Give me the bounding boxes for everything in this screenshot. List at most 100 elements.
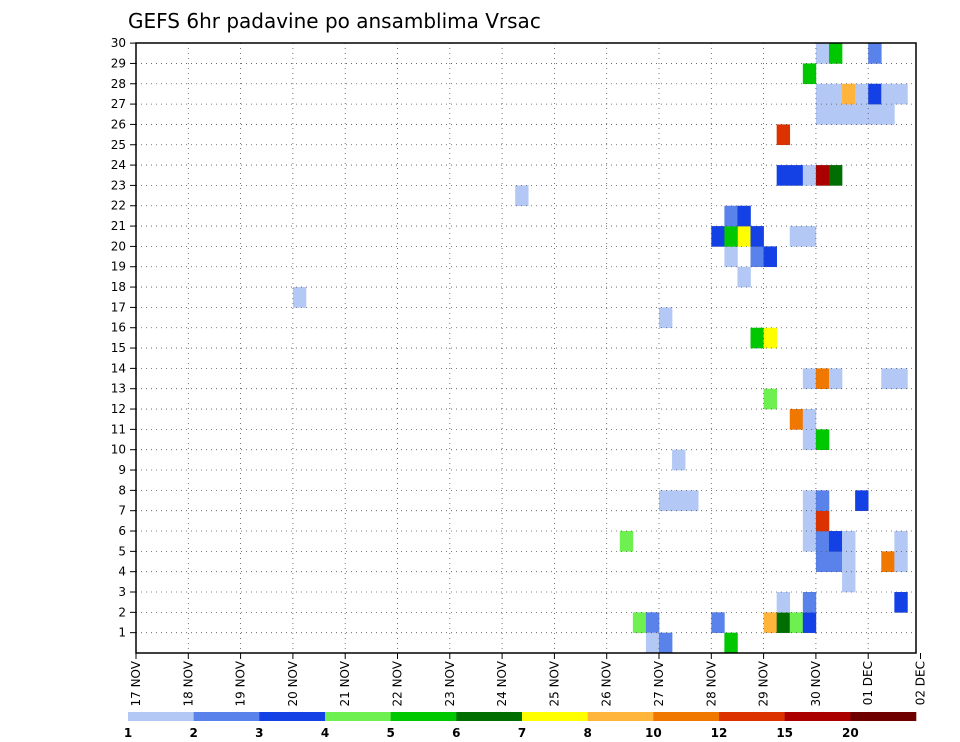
color-legend: 1 2 3 4 5 6 7 8 10 12 15 20: [124, 712, 917, 740]
heatmap-cell: [894, 83, 908, 105]
heatmap-cell: [659, 490, 673, 511]
y-tick-label: 1: [118, 626, 126, 640]
legend-threshold-label: 20: [842, 726, 859, 740]
legend-color-box: [784, 712, 851, 721]
legend-threshold-label: 6: [452, 726, 460, 740]
heatmap-cell: [763, 612, 777, 633]
heatmap-cell: [776, 165, 791, 186]
heatmap-cell: [815, 510, 830, 532]
heatmap-cell: [763, 327, 777, 349]
heatmap-cell: [672, 449, 686, 471]
heatmap-cell: [763, 246, 777, 268]
x-tick-label: 01 DEC: [861, 661, 875, 705]
y-tick-label: 13: [111, 382, 126, 396]
heatmap-cell: [737, 205, 751, 227]
x-axis-ticks: 17 NOV 18 NOV 19 NOV 20 NOV 21 NOV 22 NOV 23 N…: [129, 653, 928, 707]
heatmap-cell: [659, 307, 673, 329]
heatmap-cell: [711, 612, 725, 633]
legend-color-box: [390, 712, 457, 721]
y-tick-label: 23: [111, 178, 126, 192]
heatmap-cell: [711, 226, 725, 247]
heatmap-cell: [724, 205, 738, 227]
x-tick-label: 02 DEC: [914, 661, 928, 705]
heatmap-cell: [828, 531, 843, 552]
heatmap-cell: [842, 571, 856, 593]
heatmap-cell: [789, 612, 804, 633]
heatmap-cell: [802, 409, 817, 430]
legend-threshold-label: 2: [189, 726, 197, 740]
heatmap-cell: [881, 368, 895, 390]
y-tick-label: 28: [111, 77, 126, 91]
y-tick-label: 30: [111, 36, 126, 50]
heatmap-cell: [802, 490, 817, 511]
chart-title: GEFS 6hr padavine po ansamblima Vrsac: [128, 9, 541, 33]
heatmap-cell: [815, 490, 830, 511]
x-tick-label: 25 NOV: [547, 660, 561, 706]
y-tick-label: 2: [118, 605, 126, 619]
legend-threshold-label: 7: [518, 726, 526, 740]
heatmap-cell: [894, 592, 908, 613]
legend-color-box: [850, 712, 917, 721]
heatmap-cell: [776, 592, 791, 613]
heatmap-cell: [802, 368, 817, 390]
y-tick-label: 18: [111, 280, 126, 294]
heatmap-cell: [515, 185, 529, 207]
y-tick-label: 16: [111, 321, 126, 335]
x-tick-label: 26 NOV: [600, 660, 614, 706]
legend-color-box: [325, 712, 391, 721]
y-tick-label: 3: [118, 585, 126, 599]
heatmap-cell: [685, 490, 699, 511]
heatmap-cell: [815, 83, 830, 105]
x-tick-label: 21 NOV: [338, 660, 352, 706]
y-tick-label: 25: [111, 138, 126, 152]
y-tick-label: 8: [118, 483, 126, 497]
y-tick-label: 17: [111, 300, 126, 314]
y-tick-label: 20: [111, 239, 126, 253]
legend-threshold-label: 4: [321, 726, 329, 740]
x-tick-label: 17 NOV: [129, 660, 143, 706]
y-tick-label: 29: [111, 56, 126, 70]
legend-color-box: [719, 712, 785, 721]
y-axis-ticks: 1234567891011121314151617181920212223242…: [111, 36, 136, 640]
y-tick-label: 10: [111, 443, 126, 457]
y-tick-label: 15: [111, 341, 126, 355]
legend-threshold-label: 5: [386, 726, 394, 740]
heatmap-cell: [802, 63, 817, 85]
y-tick-label: 14: [111, 361, 126, 375]
heatmap-cell: [868, 104, 882, 125]
heatmap-cell: [815, 531, 830, 552]
heatmap-cell: [776, 124, 791, 146]
heatmap-cell: [894, 531, 908, 552]
heatmap-cell: [828, 83, 843, 105]
heatmap-cell: [855, 490, 869, 511]
y-tick-label: 19: [111, 260, 126, 274]
legend-color-box: [522, 712, 588, 721]
heatmap-cell: [868, 43, 882, 64]
x-tick-label: 29 NOV: [757, 660, 771, 706]
heatmap-cell: [828, 165, 843, 186]
heatmap-cell: [828, 104, 843, 125]
y-tick-label: 7: [118, 504, 126, 518]
heatmap-cell: [894, 368, 908, 390]
heatmap-cell: [802, 612, 817, 633]
heatmap-cell: [789, 226, 804, 247]
heatmap-cell: [815, 429, 830, 450]
gridlines: [136, 42, 916, 653]
y-tick-label: 6: [118, 524, 126, 538]
heatmap-cell: [645, 612, 660, 633]
legend-color-box: [193, 712, 260, 721]
legend-threshold-label: 1: [124, 726, 132, 740]
heatmap-cell: [815, 104, 830, 125]
y-tick-label: 4: [118, 565, 126, 579]
heatmap-cell: [724, 632, 738, 654]
heatmap-cell: [881, 104, 895, 125]
y-tick-label: 21: [111, 219, 126, 233]
heatmap-cell: [868, 83, 882, 105]
heatmap-cell: [842, 104, 856, 125]
legend-color-box: [587, 712, 654, 721]
heatmap-cell: [828, 43, 843, 64]
legend-color-box: [456, 712, 523, 721]
legend-color-box: [653, 712, 720, 721]
legend-color-box: [128, 712, 194, 721]
